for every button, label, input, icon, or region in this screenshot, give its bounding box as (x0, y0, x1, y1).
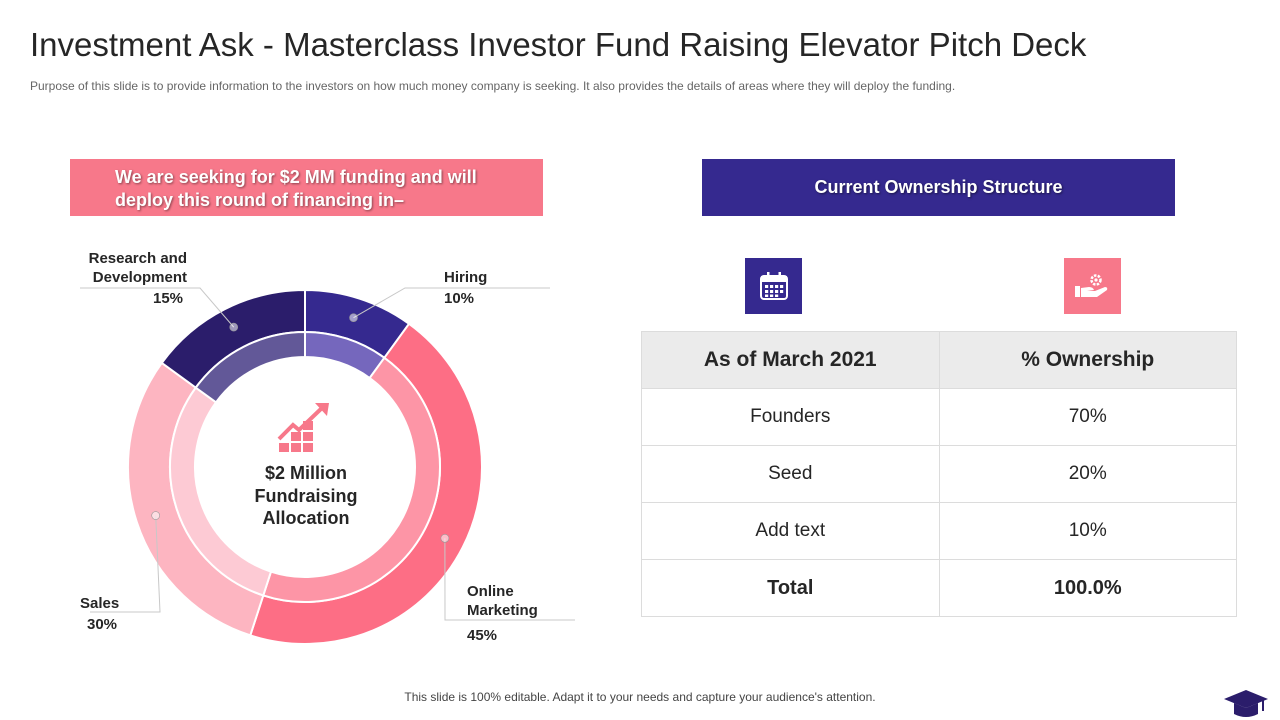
donut-hole (195, 357, 415, 577)
footer-note: This slide is 100% editable. Adapt it to… (404, 690, 876, 704)
table-row: Add text 10% (641, 502, 1237, 560)
table-cell: 20% (938, 445, 1237, 503)
center-line: Fundraising (254, 485, 358, 506)
label-line: Online (467, 583, 514, 600)
table-cell: Total (641, 559, 940, 617)
slice-leader-line (90, 515, 161, 613)
table-cell: Seed (641, 445, 940, 503)
pct-sales: 30% (87, 616, 118, 633)
hand-gear-icon (1064, 258, 1121, 314)
label-line: Sales (80, 595, 120, 612)
page-title: Investment Ask - Masterclass Investor Fu… (30, 26, 1087, 63)
page-subtitle: Purpose of this slide is to provide info… (30, 79, 956, 93)
donut-slices (127, 288, 483, 645)
table-cell: Founders (641, 388, 940, 446)
label-online-marketing: Online Marketing (467, 582, 538, 620)
donut-leader-lines (80, 287, 575, 621)
slice-marker-dot (151, 511, 160, 520)
table-cell: 10% (938, 502, 1237, 560)
label-hiring: Hiring (444, 268, 487, 287)
table-row: Seed 20% (641, 445, 1237, 503)
table-header-row: As of March 2021 % Ownership (641, 331, 1237, 389)
center-line: Allocation (262, 508, 350, 528)
slice-marker-dot (229, 322, 239, 332)
funding-banner-text: We are seeking for $2 MM funding and wil… (115, 167, 477, 210)
label-line: Research and (88, 250, 187, 267)
slice-leader-line (80, 287, 235, 328)
pct-hiring: 10% (444, 290, 475, 307)
label-line: Hiring (444, 269, 488, 286)
label-line: Marketing (467, 602, 538, 619)
slice-marker-dot (440, 533, 450, 543)
table-total-row: Total 100.0% (641, 559, 1237, 617)
table-cell: 100.0% (938, 559, 1237, 617)
donut-center-title: $2 Million Fundraising Allocation (226, 462, 386, 530)
growth-chart-icon (277, 403, 329, 452)
table-row: Founders 70% (641, 388, 1237, 446)
table-header: As of March 2021 (641, 331, 940, 389)
graduation-cap-icon (1224, 690, 1268, 717)
ownership-banner: Current Ownership Structure (702, 159, 1175, 216)
slice-marker-dot (349, 313, 358, 322)
ownership-table: As of March 2021 % Ownership Founders 70… (641, 331, 1237, 617)
pct-research-development: 15% (153, 290, 184, 307)
calendar-icon (745, 258, 802, 314)
pct-online-marketing: 45% (467, 627, 498, 644)
table-cell: 70% (938, 388, 1237, 446)
slice-leader-line (353, 287, 550, 319)
label-research-development: Research and Development (70, 249, 187, 287)
table-cell: Add text (641, 502, 940, 560)
allocation-donut-chart (80, 287, 575, 645)
table-header: % Ownership (938, 331, 1237, 389)
funding-banner: We are seeking for $2 MM funding and wil… (70, 159, 543, 216)
center-line: $2 Million (264, 463, 347, 483)
label-line: Development (92, 269, 187, 286)
donut-marker-dots (151, 313, 450, 543)
slice-leader-line (444, 538, 575, 621)
ownership-banner-text: Current Ownership Structure (814, 177, 1063, 197)
label-sales: Sales (80, 594, 119, 613)
